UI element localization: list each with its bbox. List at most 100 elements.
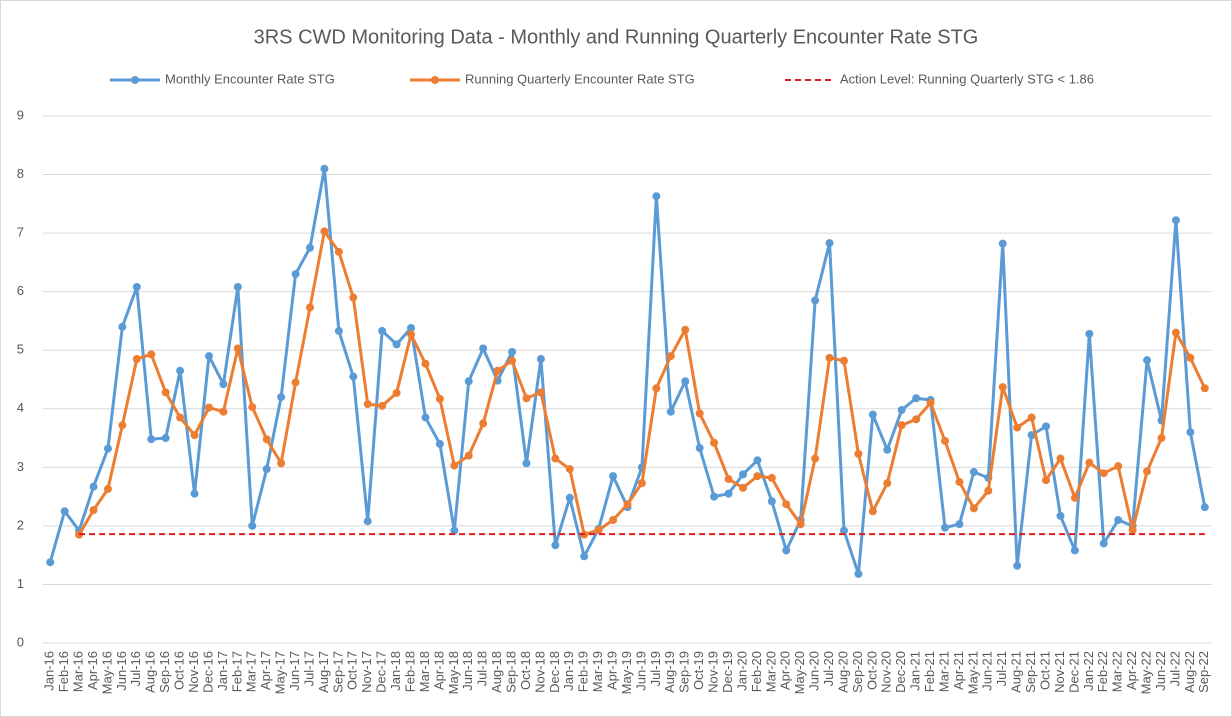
point xyxy=(508,356,517,365)
x-tick-label: Sep-21 xyxy=(1023,651,1038,693)
point xyxy=(536,355,545,364)
x-tick-label: Mar-20 xyxy=(763,651,778,692)
point xyxy=(941,436,950,445)
x-tick-label: Sep-17 xyxy=(330,651,345,693)
point xyxy=(1128,525,1137,534)
point xyxy=(378,401,387,410)
x-tick-label: Sep-16 xyxy=(157,651,172,693)
point xyxy=(262,435,271,444)
x-tick-label: Mar-19 xyxy=(590,651,605,692)
point xyxy=(1200,503,1209,512)
point xyxy=(132,282,141,291)
legend-item: Running Quarterly Encounter Rate STG xyxy=(410,71,695,86)
point xyxy=(392,388,401,397)
x-tick-label: Mar-22 xyxy=(1110,651,1125,692)
x-tick-label: Aug-17 xyxy=(316,651,331,693)
x-tick-label: Aug-21 xyxy=(1009,651,1024,693)
point xyxy=(522,394,531,403)
point xyxy=(1171,216,1180,225)
point xyxy=(320,227,329,236)
point xyxy=(825,239,834,248)
x-tick-label: Feb-21 xyxy=(922,651,937,692)
point xyxy=(103,484,112,493)
x-tick-label: Jan-22 xyxy=(1081,651,1096,691)
x-tick-label: Dec-18 xyxy=(547,651,562,693)
point xyxy=(681,377,690,386)
point xyxy=(1186,428,1195,437)
point xyxy=(1085,329,1094,338)
x-tick-label: Dec-16 xyxy=(200,651,215,693)
x-tick-label: Nov-17 xyxy=(359,651,374,693)
point xyxy=(652,192,661,201)
point xyxy=(421,413,430,422)
point xyxy=(132,355,141,364)
point xyxy=(176,366,185,375)
point xyxy=(277,459,286,468)
point xyxy=(666,352,675,361)
point xyxy=(421,359,430,368)
point xyxy=(796,520,805,529)
point xyxy=(637,479,646,488)
point xyxy=(248,521,257,530)
point xyxy=(724,475,733,484)
x-tick-label: Aug-22 xyxy=(1182,651,1197,693)
x-tick-label: Jun-17 xyxy=(287,651,302,691)
x-tick-label: Aug-18 xyxy=(489,651,504,693)
x-tick-label: Feb-20 xyxy=(749,651,764,692)
point xyxy=(1056,511,1065,520)
point xyxy=(147,350,156,359)
x-tick-label: Apr-17 xyxy=(258,651,273,690)
legend-marker xyxy=(431,76,439,84)
point xyxy=(753,456,762,465)
x-tick-label: Oct-20 xyxy=(864,651,879,690)
point xyxy=(89,482,98,491)
point xyxy=(464,451,473,460)
point xyxy=(305,303,314,312)
point xyxy=(868,410,877,419)
point xyxy=(897,405,906,414)
x-tick-label: Apr-19 xyxy=(605,651,620,690)
x-tick-label: Sep-19 xyxy=(677,651,692,693)
x-tick-label: Jun-18 xyxy=(460,651,475,691)
point xyxy=(349,293,358,302)
point xyxy=(233,282,242,291)
point xyxy=(926,398,935,407)
x-tick-label: Sep-20 xyxy=(850,651,865,693)
x-tick-label: May-20 xyxy=(792,651,807,694)
x-tick-label: Jul-18 xyxy=(475,651,490,686)
point xyxy=(912,415,921,424)
point xyxy=(233,344,242,353)
x-tick-label: Aug-20 xyxy=(835,651,850,693)
x-tick-label: May-19 xyxy=(619,651,634,694)
point xyxy=(204,403,213,412)
x-tick-label: Sep-22 xyxy=(1196,651,1211,693)
point xyxy=(1070,493,1079,502)
point xyxy=(60,507,69,516)
point xyxy=(695,444,704,453)
point xyxy=(363,517,372,526)
legend-item: Action Level: Running Quarterly STG < 1.… xyxy=(785,71,1094,86)
point xyxy=(1171,328,1180,337)
x-tick-label: Mar-21 xyxy=(936,651,951,692)
x-tick-label: Jan-21 xyxy=(908,651,923,691)
point xyxy=(103,444,112,453)
point xyxy=(1042,422,1051,431)
x-tick-label: Feb-19 xyxy=(576,651,591,692)
x-tick-label: Sep-18 xyxy=(503,651,518,693)
point xyxy=(1200,384,1209,393)
point xyxy=(666,407,675,416)
point xyxy=(738,483,747,492)
x-tick-label: Mar-16 xyxy=(71,651,86,692)
point xyxy=(710,492,719,501)
point xyxy=(1042,476,1051,485)
point xyxy=(609,516,618,525)
point xyxy=(767,497,776,506)
y-tick-label: 0 xyxy=(17,634,24,649)
x-tick-label: Jul-17 xyxy=(301,651,316,686)
point xyxy=(291,378,300,387)
point xyxy=(839,526,848,535)
x-tick-label: Oct-19 xyxy=(691,651,706,690)
legend-label: Running Quarterly Encounter Rate STG xyxy=(465,71,695,86)
point xyxy=(652,384,661,393)
point xyxy=(753,472,762,481)
